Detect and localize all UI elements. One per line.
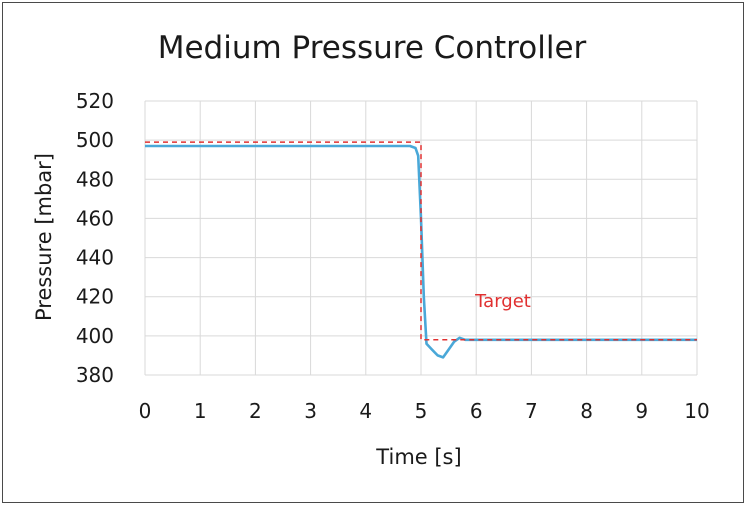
y-tick-label: 520 xyxy=(76,89,114,113)
target-annotation: Target xyxy=(474,291,531,312)
x-tick-label: 0 xyxy=(139,399,152,423)
chart-title: Medium Pressure Controller xyxy=(158,30,587,66)
y-tick-label: 480 xyxy=(76,167,114,191)
x-tick-label: 4 xyxy=(359,399,372,423)
y-tick-label: 440 xyxy=(76,246,114,270)
target-pressure-line xyxy=(145,141,697,341)
x-tick-label: 8 xyxy=(580,399,593,423)
x-tick-label: 9 xyxy=(635,399,648,423)
y-axis-label: Pressure [mbar] xyxy=(32,153,56,321)
y-tick-labels: 380 400 420 440 460 480 500 520 xyxy=(76,89,114,387)
series-lines xyxy=(145,141,697,359)
x-tick-label: 3 xyxy=(304,399,317,423)
x-tick-label: 10 xyxy=(684,399,709,423)
x-tick-label: 1 xyxy=(194,399,207,423)
x-tick-label: 7 xyxy=(525,399,538,423)
x-tick-labels: 0 1 2 3 4 5 6 7 8 9 10 xyxy=(139,399,710,423)
y-tick-label: 380 xyxy=(76,363,114,387)
x-tick-label: 5 xyxy=(415,399,428,423)
x-tick-label: 6 xyxy=(470,399,483,423)
x-axis-label: Time [s] xyxy=(375,445,461,469)
x-tick-label: 2 xyxy=(249,399,262,423)
grid xyxy=(144,100,698,376)
y-tick-label: 400 xyxy=(76,324,114,348)
y-tick-label: 420 xyxy=(76,285,114,309)
y-tick-label: 460 xyxy=(76,206,114,230)
y-tick-label: 500 xyxy=(76,128,114,152)
